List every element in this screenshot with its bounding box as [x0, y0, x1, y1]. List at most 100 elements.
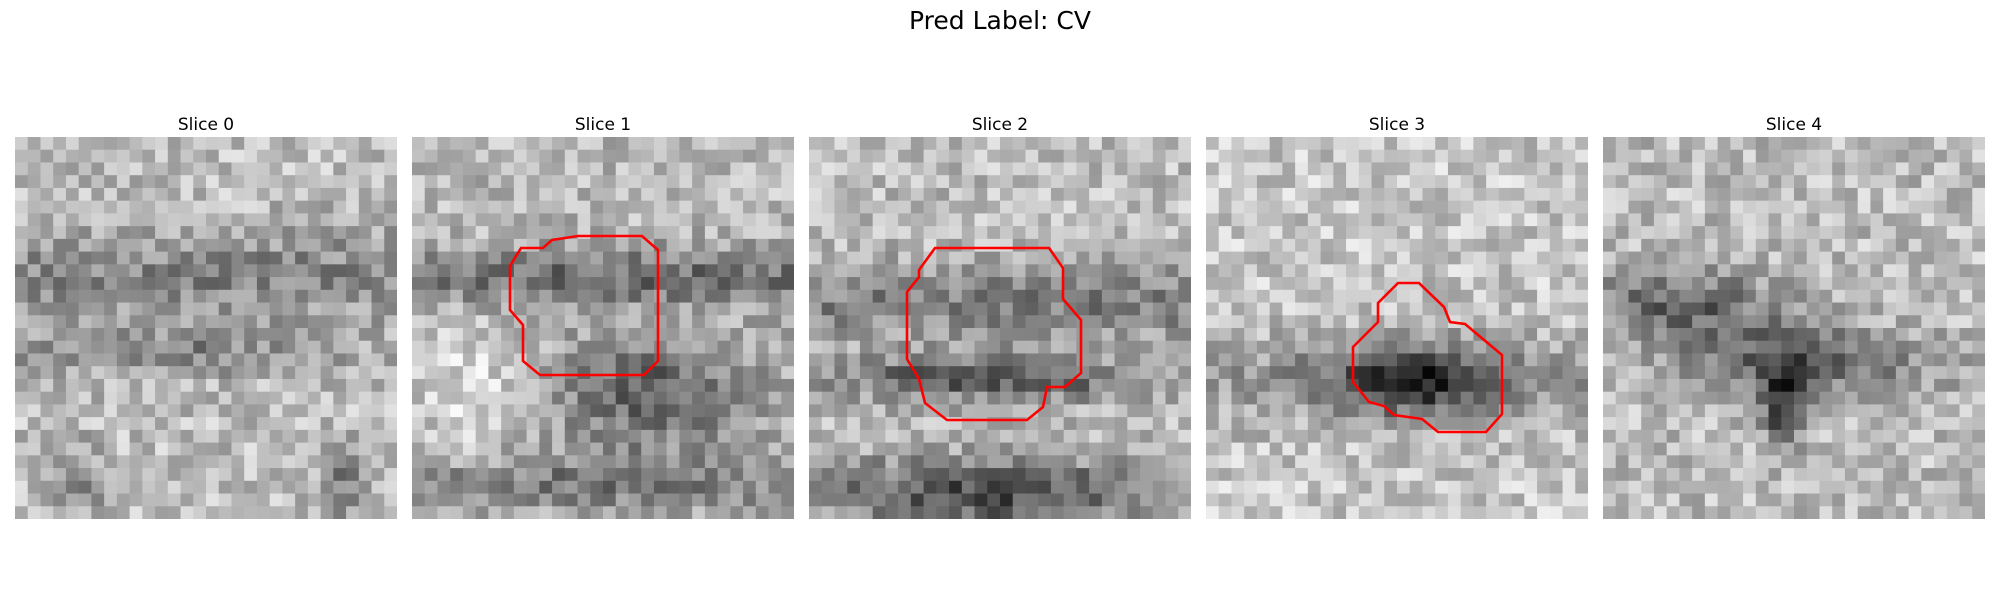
pixel-cell [1562, 277, 1576, 291]
pixel-cell [539, 162, 553, 176]
pixel-cell [1165, 353, 1179, 367]
pixel-cell [346, 429, 360, 444]
pixel-cell [923, 289, 937, 304]
pixel-cell [1486, 175, 1500, 189]
pixel-cell [371, 187, 385, 202]
pixel-cell [1615, 149, 1630, 164]
pixel-cell [1959, 353, 1973, 367]
pixel-cell [1152, 315, 1167, 329]
pixel-cell [180, 238, 194, 253]
pixel-cell [1832, 213, 1846, 227]
pixel-cell [1206, 404, 1220, 418]
pixel-cell [1397, 251, 1411, 265]
pixel-cell [1231, 429, 1245, 444]
pixel-cell [53, 417, 67, 431]
pixel-cell [1895, 340, 1910, 355]
pixel-cell [1333, 429, 1347, 444]
pixel-cell [1615, 455, 1630, 469]
pixel-cell [1038, 404, 1052, 418]
pixel-cell [987, 429, 1001, 444]
pixel-cell [898, 391, 912, 405]
pixel-cell [692, 187, 706, 202]
pixel-cell [462, 137, 477, 151]
pixel-cell [1114, 200, 1128, 214]
pixel-cell [809, 429, 823, 444]
pixel-cell [885, 429, 899, 444]
pixel-cell [78, 429, 92, 444]
pixel-cell [371, 417, 385, 431]
pixel-cell [1628, 315, 1642, 329]
pixel-cell [65, 442, 80, 456]
pixel-cell [1603, 506, 1617, 519]
pixel-cell [320, 238, 334, 253]
pixel-cell [513, 302, 528, 316]
pixel-cell [1628, 226, 1642, 240]
pixel-cell [1832, 493, 1846, 507]
pixel-cell [40, 302, 54, 316]
pixel-cell [384, 404, 397, 418]
pixel-cell [1346, 264, 1360, 278]
pixel-cell [193, 289, 207, 304]
pixel-cell [269, 238, 283, 253]
pixel-cell [1435, 213, 1449, 227]
pixel-cell [1269, 353, 1283, 367]
pixel-cell [295, 137, 309, 151]
pixel-cell [1921, 200, 1935, 214]
pixel-cell [974, 366, 988, 380]
pixel-cell [1140, 277, 1154, 291]
pixel-cell [1063, 493, 1077, 507]
pixel-cell [1025, 353, 1039, 367]
pixel-cell [116, 378, 131, 393]
pixel-cell [974, 238, 988, 253]
pixel-cell [526, 480, 540, 495]
pixel-cell [129, 238, 143, 253]
pixel-cell [730, 175, 744, 189]
pixel-cell [1870, 200, 1884, 214]
pixel-cell [730, 277, 744, 291]
pixel-cell [1486, 455, 1500, 469]
pixel-cell [577, 442, 591, 456]
pixel-cell [1959, 468, 1973, 482]
pixel-cell [1371, 442, 1385, 456]
pixel-cell [1603, 455, 1617, 469]
pixel-cell [1743, 251, 1757, 265]
pixel-cell [743, 366, 757, 380]
pixel-cell [501, 149, 515, 164]
pixel-cell [564, 137, 579, 151]
pixel-cell [1140, 340, 1154, 355]
pixel-cell [1524, 340, 1538, 355]
pixel-cell [834, 468, 848, 482]
pixel-cell [1883, 238, 1897, 253]
pixel-cell [809, 353, 823, 367]
pixel-cell [1473, 251, 1487, 265]
pixel-cell [755, 366, 770, 380]
pixel-cell [513, 187, 528, 202]
pixel-cell [1307, 353, 1322, 367]
pixel-cell [1397, 378, 1411, 393]
pixel-cell [653, 264, 668, 278]
pixel-cell [1908, 353, 1922, 367]
pixel-cell [1666, 442, 1680, 456]
pixel-cell [206, 162, 220, 176]
pixel-cell [65, 417, 80, 431]
pixel-cell [437, 315, 451, 329]
pixel-cell [1934, 302, 1948, 316]
pixel-cell [1447, 251, 1462, 265]
pixel-cell [346, 175, 360, 189]
pixel-cell [1704, 289, 1719, 304]
pixel-cell [333, 480, 347, 495]
pixel-cell [1231, 226, 1245, 240]
pixel-cell [1256, 366, 1271, 380]
pixel-cell [859, 251, 874, 265]
pixel-cell [450, 493, 464, 507]
pixel-cell [78, 328, 92, 342]
pixel-cell [231, 340, 245, 355]
pixel-cell [282, 442, 296, 456]
pixel-cell [371, 302, 385, 316]
pixel-cell [1307, 289, 1322, 304]
pixel-cell [180, 429, 194, 444]
pixel-cell [885, 200, 899, 214]
pixel-cell [1562, 493, 1576, 507]
pixel-cell [923, 302, 937, 316]
pixel-cell [1972, 493, 1985, 507]
